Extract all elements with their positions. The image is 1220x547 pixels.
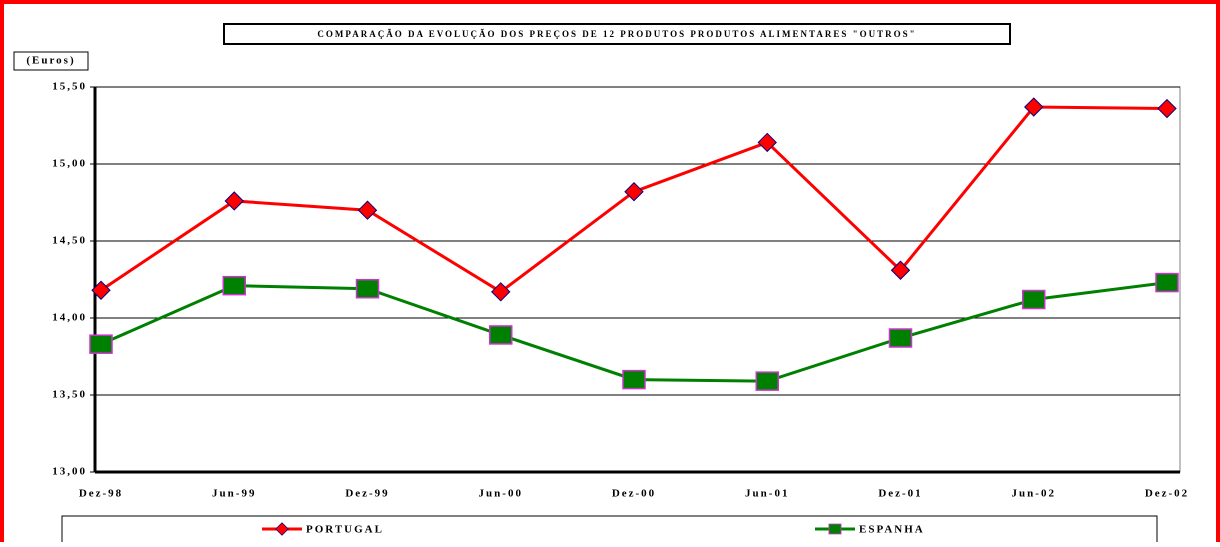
x-tick-label: Jun-01	[745, 488, 789, 500]
y-tick-label: 14,00	[52, 312, 87, 324]
data-point	[755, 371, 779, 391]
legend-label: ESPANHA	[859, 524, 925, 536]
data-point	[888, 328, 913, 348]
data-point	[357, 200, 378, 220]
data-point	[622, 369, 646, 390]
chart-title: COMPARAÇÃO DA EVOLUÇÃO DOS PREÇOS DE 12 …	[317, 29, 916, 39]
data-point	[91, 280, 111, 300]
y-tick-label: 13,00	[52, 466, 87, 478]
data-point	[222, 275, 246, 296]
y-tick-label: 15,00	[52, 158, 87, 170]
y-tick-label: 13,50	[52, 389, 87, 401]
x-tick-label: Jun-02	[1012, 488, 1056, 500]
data-point	[1157, 98, 1177, 119]
data-point	[491, 282, 511, 302]
data-point	[1022, 289, 1046, 310]
data-point	[757, 132, 777, 153]
data-point	[89, 334, 113, 354]
legend-marker	[275, 522, 289, 536]
x-tick-label: Dez-02	[1145, 488, 1189, 500]
x-tick-label: Dez-99	[345, 488, 389, 500]
y-label-box	[13, 51, 89, 71]
y-axis-label: (Euros)	[26, 55, 75, 67]
x-tick-label: Jun-99	[212, 488, 256, 500]
data-point	[1155, 272, 1179, 293]
x-tick-label: Dez-00	[612, 488, 656, 500]
x-tick-label: Dez-01	[878, 488, 922, 500]
y-tick-label: 15,50	[52, 81, 87, 93]
x-tick-label: Jun-00	[479, 488, 523, 500]
data-point	[355, 278, 380, 299]
x-tick-label: Dez-98	[79, 488, 123, 500]
data-point	[489, 325, 513, 345]
title-box	[223, 23, 1011, 45]
y-tick-label: 14,50	[52, 235, 87, 247]
legend-label: PORTUGAL	[306, 524, 384, 536]
data-point	[1024, 97, 1044, 117]
legend-box	[61, 515, 1158, 547]
data-point	[624, 182, 644, 202]
legend-marker	[828, 523, 842, 535]
data-point	[224, 191, 244, 211]
plot-area	[94, 86, 1181, 473]
data-point	[890, 260, 911, 280]
